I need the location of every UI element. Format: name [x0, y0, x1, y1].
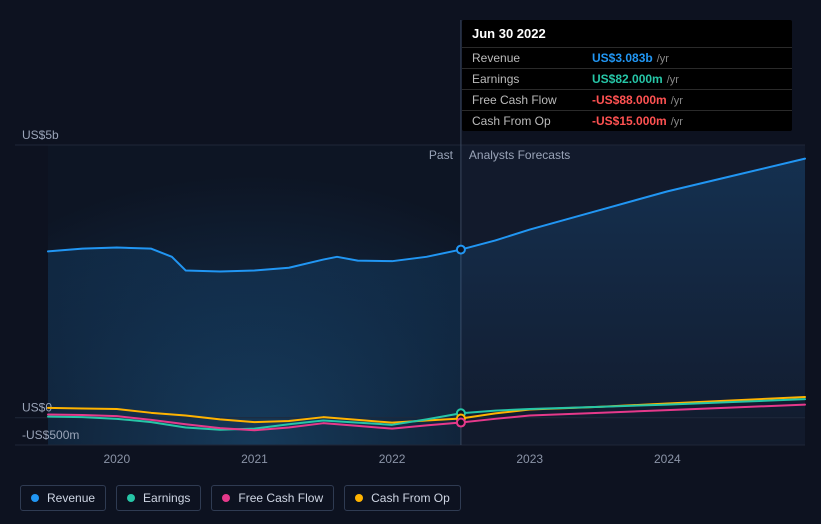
legend-item-free_cash_flow[interactable]: Free Cash Flow	[211, 485, 334, 511]
tooltip-row: Cash From Op-US$15.000m/yr	[462, 110, 792, 131]
tooltip-suffix: /yr	[671, 116, 683, 128]
y-axis-label: US$5b	[22, 128, 59, 142]
tooltip-metric-value: -US$15.000m	[592, 114, 667, 128]
x-axis-label: 2024	[654, 452, 681, 466]
chart-legend: Revenue Earnings Free Cash Flow Cash From O…	[20, 485, 461, 511]
tooltip-metric-value: US$82.000m	[592, 72, 663, 86]
legend-dot-icon	[127, 494, 135, 502]
tooltip-metric-label: Free Cash Flow	[472, 93, 592, 107]
tooltip-row: RevenueUS$3.083b/yr	[462, 47, 792, 68]
legend-item-cash_from_op[interactable]: Cash From Op	[344, 485, 461, 511]
marker-dot-revenue	[457, 246, 465, 254]
chart-tooltip: Jun 30 2022 RevenueUS$3.083b/yrEarningsU…	[462, 20, 792, 131]
financial-forecast-chart: US$5bUS$0-US$500mPastAnalysts Forecasts2…	[0, 0, 821, 524]
legend-label: Earnings	[143, 491, 190, 505]
legend-item-earnings[interactable]: Earnings	[116, 485, 201, 511]
legend-label: Free Cash Flow	[238, 491, 323, 505]
y-axis-label: -US$500m	[22, 428, 79, 442]
legend-label: Revenue	[47, 491, 95, 505]
x-axis-label: 2023	[516, 452, 543, 466]
legend-dot-icon	[31, 494, 39, 502]
tooltip-date: Jun 30 2022	[462, 20, 792, 47]
legend-dot-icon	[355, 494, 363, 502]
tooltip-row: Free Cash Flow-US$88.000m/yr	[462, 89, 792, 110]
tooltip-metric-value: -US$88.000m	[592, 93, 667, 107]
tooltip-metric-label: Cash From Op	[472, 114, 592, 128]
past-region-label: Past	[429, 148, 454, 162]
tooltip-metric-label: Revenue	[472, 51, 592, 65]
tooltip-metric-label: Earnings	[472, 72, 592, 86]
x-axis-label: 2020	[103, 452, 130, 466]
tooltip-suffix: /yr	[667, 74, 679, 86]
tooltip-suffix: /yr	[671, 95, 683, 107]
legend-dot-icon	[222, 494, 230, 502]
tooltip-metric-value: US$3.083b	[592, 51, 653, 65]
legend-item-revenue[interactable]: Revenue	[20, 485, 106, 511]
x-axis-label: 2021	[241, 452, 268, 466]
marker-dot-free_cash_flow	[457, 419, 465, 427]
tooltip-row: EarningsUS$82.000m/yr	[462, 68, 792, 89]
tooltip-suffix: /yr	[657, 53, 669, 65]
x-axis-label: 2022	[379, 452, 406, 466]
legend-label: Cash From Op	[371, 491, 450, 505]
forecast-region-label: Analysts Forecasts	[469, 148, 570, 162]
